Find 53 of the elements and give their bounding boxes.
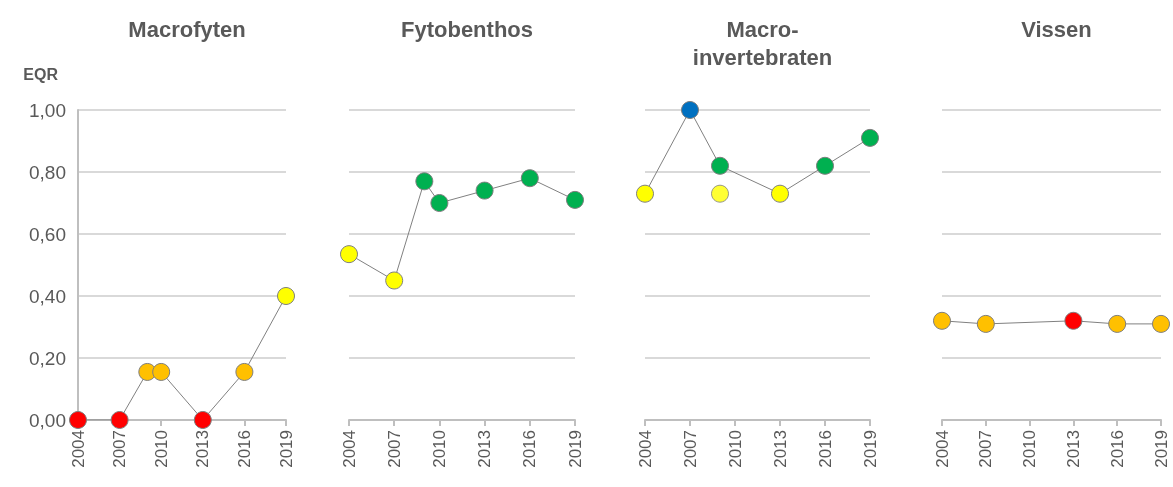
point [110,411,129,429]
x-tick-label: 2007 [680,430,700,468]
y-tick-label: 0,80 [29,161,66,183]
x-tick-label: 2007 [110,430,130,468]
point [385,271,404,290]
x-tick-label: 2010 [725,430,745,468]
x-tick-label: 2007 [976,430,996,468]
y-tick-label: 0,20 [29,347,66,369]
x-tick-label: 2013 [770,430,790,468]
point [520,169,539,188]
point [861,128,879,147]
y-tick-label: 0,60 [29,223,66,245]
x-tick-label: 2007 [384,430,404,468]
y-tick-label: 1,00 [29,99,66,121]
point [235,362,254,381]
point [566,190,584,209]
chart-title: Macrofyten [128,16,246,42]
point [681,101,699,119]
point [711,184,729,203]
x-tick-label: 2004 [932,430,952,468]
x-tick-label: 2019 [1151,430,1171,468]
x-tick-label: 2013 [475,430,495,468]
point [711,156,729,175]
point [152,362,171,381]
point [415,172,434,191]
x-tick-label: 2010 [1020,430,1040,468]
y-tick-label: 0,00 [29,409,66,431]
point [277,287,295,305]
point [430,194,449,212]
x-tick-label: 2019 [276,430,296,468]
point [69,411,87,429]
x-tick-label: 2004 [68,430,88,468]
chart-title: Vissen [1021,16,1092,42]
y-axis-title: EQR [23,65,59,83]
y-tick-label: 0,40 [29,285,66,307]
point [340,245,358,264]
x-tick-label: 2016 [1107,430,1127,468]
x-tick-label: 2010 [151,430,171,468]
x-tick-label: 2019 [860,430,880,468]
x-tick-label: 2013 [1063,430,1083,468]
x-tick-label: 2010 [429,430,449,468]
x-tick-label: 2004 [635,430,655,468]
chart-title: Fytobenthos [401,16,533,42]
point [475,181,494,200]
chart-title: Macro- invertebraten [692,16,833,70]
point [193,411,212,429]
x-tick-label: 2019 [565,430,585,468]
x-tick-label: 2016 [815,430,835,468]
x-tick-label: 2013 [193,430,213,468]
point [816,156,834,175]
x-tick-label: 2004 [339,430,359,468]
x-tick-label: 2016 [520,430,540,468]
x-tick-label: 2016 [234,430,254,468]
